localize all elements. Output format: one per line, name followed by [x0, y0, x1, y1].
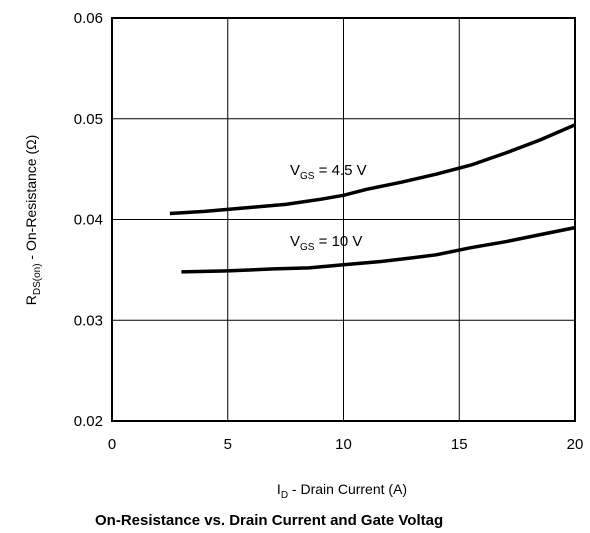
- x-tick-label: 15: [451, 436, 468, 453]
- y-tick-label: 0.02: [74, 413, 103, 430]
- y-axis-label: RDS(on) - On-Resistance (Ω): [23, 135, 43, 306]
- y-tick-label: 0.06: [74, 10, 103, 27]
- series-lines: [169, 123, 576, 274]
- y-tick-label: 0.03: [74, 312, 103, 329]
- x-tick-label: 20: [567, 436, 584, 453]
- y-tick-labels: 0.02 0.03 0.04 0.05 0.06: [74, 10, 103, 430]
- x-tick-label: 5: [224, 436, 232, 453]
- series-line-1: [181, 225, 576, 274]
- chart-title: On-Resistance vs. Drain Current and Gate…: [95, 512, 443, 529]
- series-line-0: [169, 123, 576, 216]
- y-tick-label: 0.04: [74, 212, 103, 229]
- series-label-vgs-10: VGS = 10 V: [290, 233, 362, 253]
- series-label-vgs-4-5: VGS = 4.5 V: [290, 162, 367, 182]
- x-axis-label: ID - Drain Current (A): [277, 481, 407, 501]
- x-tick-label: 10: [335, 436, 352, 453]
- grid-lines: [112, 18, 575, 421]
- plot-frame: [111, 17, 576, 422]
- y-tick-label: 0.05: [74, 111, 103, 128]
- x-tick-label: 0: [108, 436, 116, 453]
- x-tick-labels: 0 5 10 15 20: [108, 436, 584, 453]
